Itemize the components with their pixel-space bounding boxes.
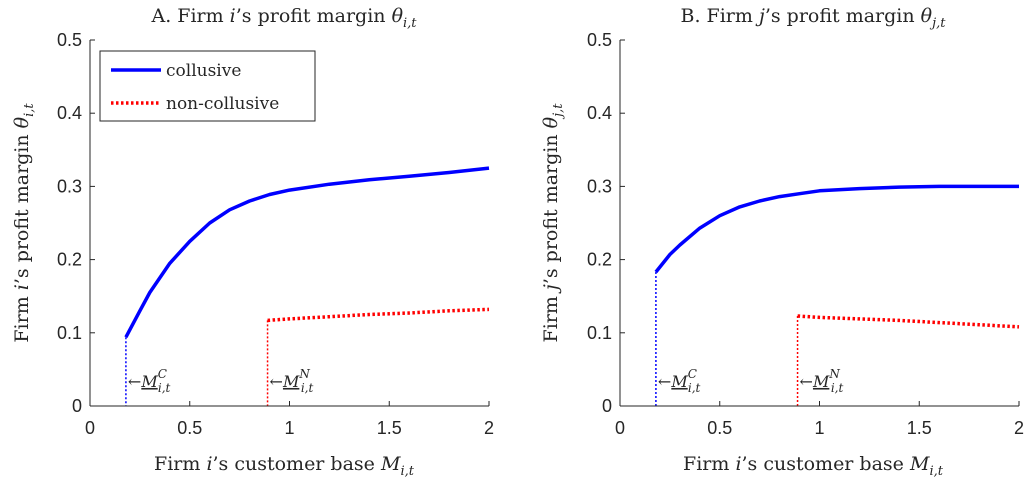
threshold-label-c: ←MC i,t <box>658 367 701 395</box>
series-line-collusive <box>654 184 1019 274</box>
series-line-non-collusive <box>267 307 490 323</box>
x-tick-label: 1.5 <box>377 418 402 438</box>
y-tick-label: 0.1 <box>57 323 82 343</box>
x-tick-label: 2 <box>1014 418 1024 438</box>
panel-b-title: B. Firm j’s profit margin θj,t <box>680 5 946 31</box>
legend: collusive non-collusive <box>99 50 316 122</box>
legend-label-collusive: collusive <box>166 61 241 81</box>
x-tick-label: 0 <box>615 418 625 438</box>
x-tick-label: 1 <box>284 418 294 438</box>
panel-b: B. Firm j’s profit margin θj,t ←MC i,t ←MN… <box>540 5 1024 479</box>
panel-b-xlabel: Firm i’s customer base Mi,t <box>683 453 944 479</box>
x-tick-label: 1.5 <box>907 418 932 438</box>
y-tick-label: 0.3 <box>587 176 612 196</box>
threshold-label-c: ←MC i,t <box>128 367 171 395</box>
panel-a-ylabel: Firm i’s profit margin θi,t <box>11 103 37 343</box>
x-tick-label: 0 <box>85 418 95 438</box>
y-tick-label: 0 <box>602 396 612 416</box>
series-line-non-collusive <box>797 314 1020 329</box>
y-tick-label: 0.2 <box>57 250 82 270</box>
y-tick-label: 0.5 <box>57 30 82 50</box>
legend-label-non-collusive: non-collusive <box>166 94 279 114</box>
panel-a: A. Firm i’s profit margin θi,t ←MC i,t ←MN… <box>11 5 494 479</box>
x-tick-label: 2 <box>484 418 494 438</box>
panel-b-ylabel: Firm j’s profit margin θj,t <box>540 103 566 343</box>
y-tick-label: 0.4 <box>57 103 82 123</box>
x-tick-label: 1 <box>814 418 824 438</box>
panel-a-xlabel: Firm i’s customer base Mi,t <box>154 453 415 479</box>
x-tick-label: 0.5 <box>707 418 732 438</box>
panel-a-title: A. Firm i’s profit margin θi,t <box>150 5 417 31</box>
x-tick-label: 0.5 <box>177 418 202 438</box>
panel-b-plot: ←MC i,t ←MN i,t 0 0.1 0.2 0.3 0.4 0.5 0 0.5 1 1.5 2 <box>587 30 1024 438</box>
threshold-label-n: ←MN i,t <box>270 367 314 395</box>
y-tick-label: 0.5 <box>587 30 612 50</box>
y-tick-label: 0 <box>72 396 82 416</box>
legend-box <box>99 50 316 122</box>
y-tick-label: 0.2 <box>587 250 612 270</box>
y-tick-label: 0.1 <box>587 323 612 343</box>
threshold-label-n: ←MN i,t <box>800 367 844 395</box>
y-tick-label: 0.4 <box>587 103 612 123</box>
panel-a-plot: ←MC i,t ←MN i,t 0 0.1 0.2 0.3 0.4 0.5 0 0.5 1 1.5 2 <box>57 30 494 438</box>
series-line-collusive <box>124 166 490 339</box>
y-tick-label: 0.3 <box>57 176 82 196</box>
